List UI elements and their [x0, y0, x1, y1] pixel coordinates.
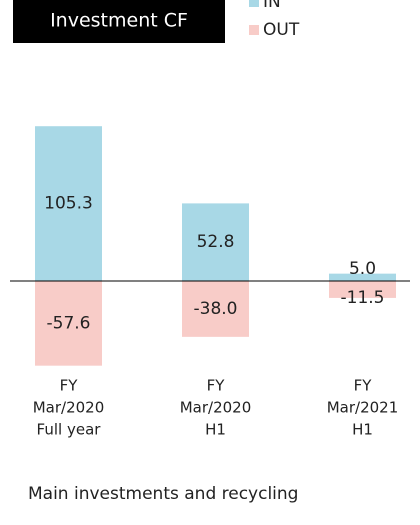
x-tick-label: FY [207, 377, 226, 395]
x-tick-label: H1 [205, 421, 226, 439]
footer: Main investments and recycling [28, 484, 298, 504]
bar [329, 281, 396, 298]
value-label: -11.5 [341, 288, 385, 308]
bar [182, 203, 249, 281]
x-tick-label: FY [354, 377, 373, 395]
legend-label: IN [263, 0, 281, 12]
chart-title: Investment CF [50, 10, 188, 32]
x-tick-label: Mar/2020 [33, 399, 105, 417]
x-tick-label: FY [60, 377, 79, 395]
legend-swatch [249, 25, 259, 35]
x-tick-label: Full year [37, 421, 102, 439]
title-box [13, 0, 225, 43]
value-label: 5.0 [349, 259, 376, 279]
bar [182, 281, 249, 337]
x-tick-label: Mar/2021 [327, 399, 399, 417]
x-tick-label: Mar/2020 [180, 399, 252, 417]
value-label: -57.6 [47, 313, 91, 333]
value-label: 52.8 [197, 232, 235, 252]
value-label: 105.3 [44, 194, 93, 214]
legend-label: OUT [263, 20, 300, 40]
value-label: -38.0 [194, 299, 238, 319]
x-tick-label: H1 [352, 421, 373, 439]
bar [35, 126, 102, 281]
legend-swatch [249, 0, 259, 7]
bar [35, 281, 102, 366]
bar [329, 273, 396, 281]
